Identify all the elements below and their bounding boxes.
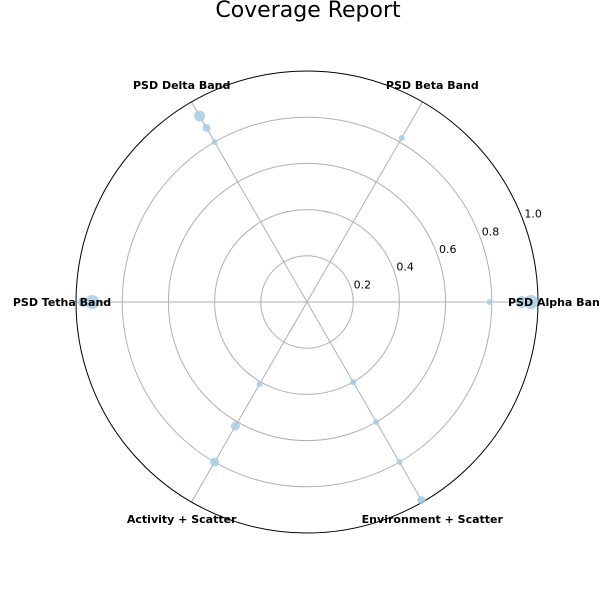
data-point xyxy=(210,457,220,467)
data-point xyxy=(230,421,240,431)
spoke-line xyxy=(191,101,308,303)
data-point xyxy=(77,297,88,307)
radial-tick-labels: 0.2 0.4 0.6 0.8 1.0 xyxy=(354,208,542,292)
data-point xyxy=(486,299,493,305)
data-point xyxy=(256,381,263,388)
data-point xyxy=(350,379,357,386)
category-label: PSD Beta Band xyxy=(386,79,479,92)
data-point xyxy=(373,419,380,426)
data-point xyxy=(202,123,211,132)
data-point xyxy=(211,138,218,145)
category-label: Activity + Scatter xyxy=(127,513,237,526)
category-label: PSD Alpha Band xyxy=(508,296,600,309)
radial-tick-label: 0.2 xyxy=(354,278,372,291)
radial-tick-label: 0.6 xyxy=(439,243,457,256)
data-point xyxy=(85,295,100,309)
data-points xyxy=(77,110,539,505)
category-label: PSD Delta Band xyxy=(133,79,230,92)
radial-tick-label: 1.0 xyxy=(524,208,542,221)
spoke-line xyxy=(306,101,423,303)
radial-tick-label: 0.8 xyxy=(482,225,500,238)
category-label: PSD Tetha Band xyxy=(13,296,111,309)
data-point xyxy=(396,459,403,466)
category-labels: PSD Alpha Band PSD Beta Band PSD Delta Ban… xyxy=(13,79,600,526)
spoke-line xyxy=(306,301,423,503)
spoke-line xyxy=(191,301,308,503)
data-point xyxy=(194,110,206,122)
category-label: Environment + Scatter xyxy=(362,513,504,526)
data-point xyxy=(417,496,426,505)
chart-title: Coverage Report xyxy=(215,0,401,23)
data-point xyxy=(524,295,539,309)
radial-tick-label: 0.4 xyxy=(396,261,414,274)
polar-spokes xyxy=(76,101,538,503)
data-point xyxy=(398,134,405,141)
